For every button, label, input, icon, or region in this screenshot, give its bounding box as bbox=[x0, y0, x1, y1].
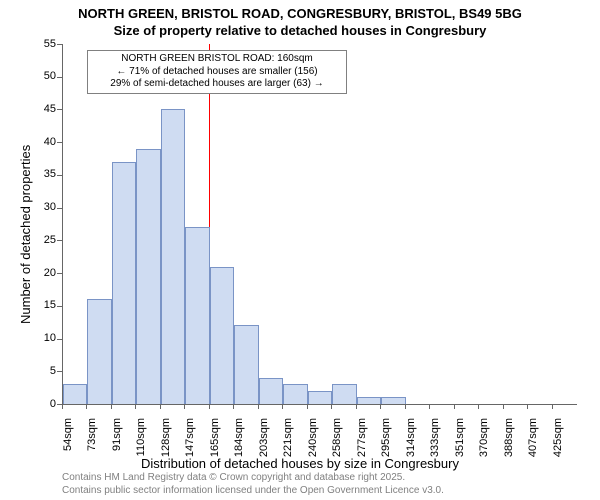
figure: NORTH GREEN, BRISTOL ROAD, CONGRESBURY, … bbox=[0, 0, 600, 500]
x-tick-label: 388sqm bbox=[503, 418, 515, 468]
annotation-line-1: NORTH GREEN BRISTOL ROAD: 160sqm bbox=[94, 53, 340, 66]
histogram-bar bbox=[185, 227, 209, 404]
y-tick-mark bbox=[57, 44, 62, 45]
x-tick-label: 54sqm bbox=[62, 418, 74, 468]
x-tick-mark bbox=[527, 404, 528, 409]
histogram-bar bbox=[63, 384, 87, 404]
y-tick-label: 55 bbox=[28, 38, 56, 50]
x-tick-mark bbox=[405, 404, 406, 409]
x-tick-label: 370sqm bbox=[478, 418, 490, 468]
x-tick-label: 147sqm bbox=[184, 418, 196, 468]
plot-area: NORTH GREEN BRISTOL ROAD: 160sqm ← 71% o… bbox=[62, 44, 577, 405]
x-tick-label: 277sqm bbox=[356, 418, 368, 468]
y-tick-label: 25 bbox=[28, 234, 56, 246]
x-tick-label: 184sqm bbox=[233, 418, 245, 468]
x-tick-label: 295sqm bbox=[380, 418, 392, 468]
histogram-bar bbox=[381, 397, 405, 404]
histogram-bar bbox=[234, 325, 258, 404]
x-tick-mark bbox=[380, 404, 381, 409]
y-tick-label: 35 bbox=[28, 168, 56, 180]
chart-title-line2: Size of property relative to detached ho… bbox=[0, 23, 600, 38]
x-tick-mark bbox=[552, 404, 553, 409]
x-tick-label: 425sqm bbox=[552, 418, 564, 468]
x-tick-mark bbox=[111, 404, 112, 409]
y-tick-label: 15 bbox=[28, 299, 56, 311]
y-tick-mark bbox=[57, 240, 62, 241]
y-tick-mark bbox=[57, 142, 62, 143]
x-tick-mark bbox=[135, 404, 136, 409]
histogram-bar bbox=[308, 391, 332, 404]
x-tick-mark bbox=[184, 404, 185, 409]
x-tick-label: 91sqm bbox=[111, 418, 123, 468]
y-tick-label: 45 bbox=[28, 103, 56, 115]
x-tick-label: 407sqm bbox=[527, 418, 539, 468]
x-tick-label: 128sqm bbox=[160, 418, 172, 468]
x-tick-mark bbox=[233, 404, 234, 409]
y-tick-label: 30 bbox=[28, 201, 56, 213]
y-tick-label: 40 bbox=[28, 136, 56, 148]
x-tick-label: 73sqm bbox=[86, 418, 98, 468]
x-tick-label: 203sqm bbox=[258, 418, 270, 468]
y-tick-mark bbox=[57, 306, 62, 307]
histogram-bar bbox=[210, 267, 234, 404]
x-tick-mark bbox=[429, 404, 430, 409]
y-tick-mark bbox=[57, 208, 62, 209]
y-tick-mark bbox=[57, 371, 62, 372]
x-tick-mark bbox=[86, 404, 87, 409]
x-tick-label: 110sqm bbox=[135, 418, 147, 468]
x-tick-mark bbox=[209, 404, 210, 409]
histogram-bar bbox=[136, 149, 160, 404]
y-tick-mark bbox=[57, 175, 62, 176]
annotation-box: NORTH GREEN BRISTOL ROAD: 160sqm ← 71% o… bbox=[87, 50, 347, 94]
histogram-bar bbox=[332, 384, 356, 404]
y-tick-mark bbox=[57, 339, 62, 340]
histogram-bar bbox=[283, 384, 307, 404]
footnote-line-2: Contains public sector information licen… bbox=[62, 485, 444, 496]
x-tick-mark bbox=[478, 404, 479, 409]
x-tick-label: 165sqm bbox=[209, 418, 221, 468]
y-tick-label: 20 bbox=[28, 267, 56, 279]
histogram-bar bbox=[357, 397, 381, 404]
annotation-line-3: 29% of semi-detached houses are larger (… bbox=[94, 78, 340, 91]
x-tick-mark bbox=[160, 404, 161, 409]
x-tick-label: 258sqm bbox=[331, 418, 343, 468]
x-tick-mark bbox=[62, 404, 63, 409]
y-tick-label: 50 bbox=[28, 70, 56, 82]
x-tick-label: 240sqm bbox=[307, 418, 319, 468]
annotation-line-2: ← 71% of detached houses are smaller (15… bbox=[94, 66, 340, 79]
y-tick-mark bbox=[57, 109, 62, 110]
x-tick-mark bbox=[503, 404, 504, 409]
histogram-bar bbox=[161, 109, 185, 404]
x-tick-mark bbox=[282, 404, 283, 409]
chart-title-line1: NORTH GREEN, BRISTOL ROAD, CONGRESBURY, … bbox=[0, 6, 600, 21]
footnote-line-1: Contains HM Land Registry data © Crown c… bbox=[62, 472, 405, 483]
x-tick-label: 333sqm bbox=[429, 418, 441, 468]
x-tick-mark bbox=[454, 404, 455, 409]
x-tick-mark bbox=[331, 404, 332, 409]
histogram-bar bbox=[112, 162, 136, 404]
y-tick-label: 5 bbox=[28, 365, 56, 377]
y-tick-mark bbox=[57, 77, 62, 78]
y-tick-label: 0 bbox=[28, 398, 56, 410]
x-tick-mark bbox=[307, 404, 308, 409]
histogram-bar bbox=[259, 378, 283, 404]
x-tick-mark bbox=[356, 404, 357, 409]
y-tick-label: 10 bbox=[28, 332, 56, 344]
x-tick-label: 351sqm bbox=[454, 418, 466, 468]
histogram-bar bbox=[87, 299, 111, 404]
x-tick-mark bbox=[258, 404, 259, 409]
y-tick-mark bbox=[57, 273, 62, 274]
x-tick-label: 314sqm bbox=[405, 418, 417, 468]
x-tick-label: 221sqm bbox=[282, 418, 294, 468]
